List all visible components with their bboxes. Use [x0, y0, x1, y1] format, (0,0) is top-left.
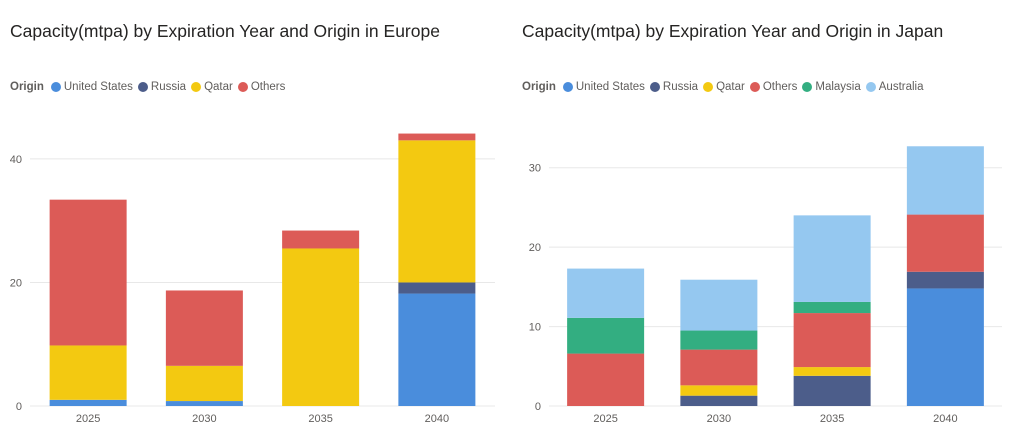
bar-segment-australia: [793, 215, 871, 302]
legend-label: Russia: [150, 81, 187, 93]
legend-label: Russia: [662, 81, 699, 93]
legend-label: Australia: [878, 81, 924, 93]
legend-label: United States: [575, 81, 645, 93]
y-tick-label: 10: [529, 322, 541, 334]
legend: Origin United States Russia Qatar Others…: [522, 79, 929, 95]
x-tick-label: 2040: [933, 413, 957, 425]
bar-segment-united-states: [165, 401, 243, 406]
legend-item-qatar[interactable]: Qatar: [191, 81, 233, 93]
legend-label: United States: [63, 81, 133, 93]
x-tick-label: 2035: [308, 413, 332, 425]
japan-chart-panel: Capacity(mtpa) by Expiration Year and Or…: [512, 0, 1017, 443]
legend-item-qatar[interactable]: Qatar: [703, 81, 745, 93]
legend-label: Others: [250, 81, 286, 93]
legend: Origin United States Russia Qatar Others: [10, 79, 290, 95]
y-tick-label: 40: [10, 154, 22, 166]
legend-swatch: [191, 82, 202, 92]
bar-segment-others: [49, 199, 127, 346]
legend-swatch: [237, 82, 248, 92]
legend-item-united-states[interactable]: United States: [562, 81, 645, 93]
x-tick-label: 2030: [707, 413, 731, 425]
y-tick-label: 20: [529, 242, 541, 254]
legend-swatch: [703, 82, 714, 92]
legend-title: Origin: [522, 81, 556, 93]
bar-segment-others: [282, 230, 360, 249]
y-tick-label: 0: [535, 401, 541, 413]
bar-segment-others: [567, 353, 645, 406]
bar-segment-malaysia: [680, 330, 758, 350]
bar-segment-qatar: [398, 140, 476, 283]
x-tick-label: 2030: [192, 413, 216, 425]
legend-item-others[interactable]: Others: [749, 81, 798, 93]
legend-item-malaysia[interactable]: Malaysia: [802, 81, 861, 93]
x-tick-label: 2025: [593, 413, 617, 425]
legend-label: Qatar: [716, 81, 745, 93]
bar-segment-qatar: [165, 365, 243, 402]
bar-segment-others: [680, 349, 758, 386]
bar-segment-russia: [398, 282, 476, 294]
bar-segment-australia: [567, 268, 645, 318]
bar-segment-united-states: [906, 288, 984, 406]
legend-swatch: [649, 82, 660, 92]
x-tick-label: 2035: [820, 413, 844, 425]
x-tick-label: 2040: [425, 413, 449, 425]
chart-title: Capacity(mtpa) by Expiration Year and Or…: [522, 21, 944, 41]
bar-segment-australia: [680, 279, 758, 331]
legend-swatch: [50, 82, 61, 92]
bar-segment-united-states: [49, 399, 127, 406]
bar-segment-qatar: [680, 385, 758, 396]
bar-segment-others: [906, 214, 984, 272]
legend-title: Origin: [10, 81, 44, 93]
bar-segment-russia: [793, 375, 871, 406]
legend-item-others[interactable]: Others: [237, 81, 286, 93]
legend-swatch: [749, 82, 760, 92]
legend-swatch: [865, 82, 876, 92]
bar-segment-australia: [906, 146, 984, 215]
y-tick-label: 0: [16, 401, 22, 413]
legend-label: Others: [762, 81, 798, 93]
chart-title: Capacity(mtpa) by Expiration Year and Or…: [10, 21, 440, 41]
legend-item-united-states[interactable]: United States: [50, 81, 133, 93]
legend-swatch: [562, 82, 573, 92]
x-tick-label: 2025: [76, 413, 100, 425]
bar-segment-russia: [680, 395, 758, 406]
legend-item-russia[interactable]: Russia: [649, 81, 699, 93]
bar-segment-malaysia: [567, 317, 645, 354]
bar-segment-qatar: [793, 367, 871, 376]
legend-swatch: [137, 82, 148, 92]
legend-label: Qatar: [204, 81, 233, 93]
legend-item-australia[interactable]: Australia: [865, 81, 924, 93]
bar-segment-others: [398, 133, 476, 141]
bar-segment-qatar: [49, 345, 127, 400]
europe-chart-panel: Capacity(mtpa) by Expiration Year and Or…: [0, 0, 505, 443]
y-tick-label: 20: [10, 277, 22, 289]
legend-swatch: [802, 82, 813, 92]
bar-segment-russia: [906, 271, 984, 289]
bar-segment-others: [165, 290, 243, 366]
y-tick-label: 30: [529, 163, 541, 175]
bar-segment-malaysia: [793, 301, 871, 314]
bar-segment-united-states: [398, 293, 476, 406]
legend-label: Malaysia: [815, 81, 861, 93]
legend-item-russia[interactable]: Russia: [137, 81, 187, 93]
bar-segment-qatar: [282, 248, 360, 406]
bar-segment-others: [793, 313, 871, 368]
